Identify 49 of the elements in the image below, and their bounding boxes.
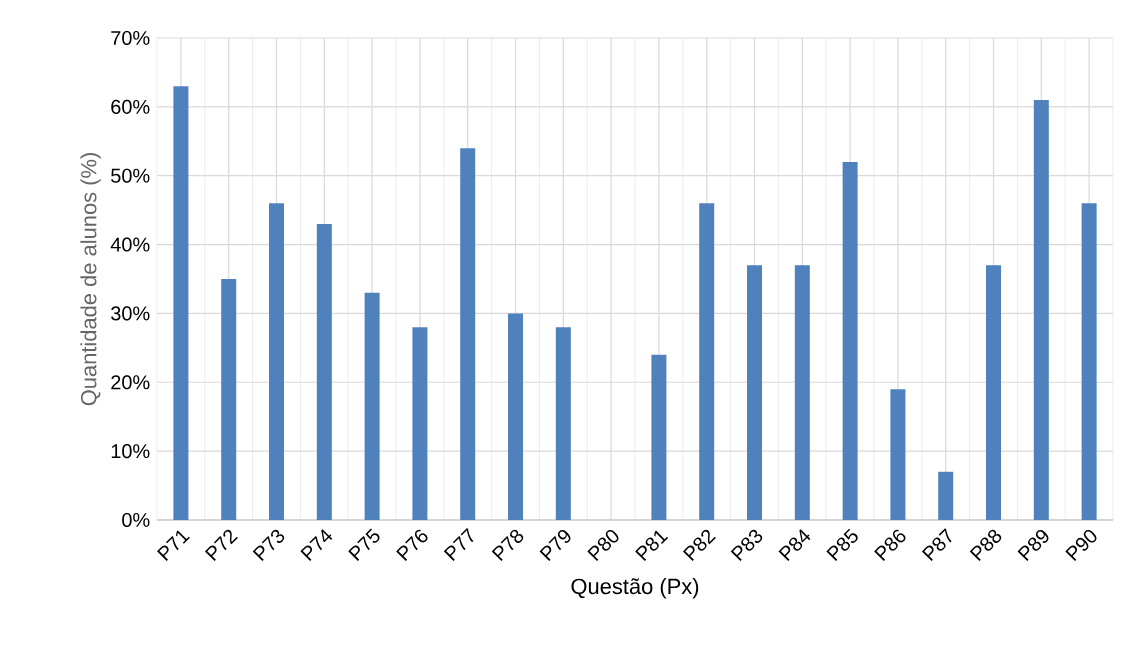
bar <box>794 265 810 520</box>
bar <box>890 389 906 520</box>
y-tick-label: 40% <box>110 237 150 252</box>
y-tick-label: 20% <box>111 375 150 390</box>
bar <box>221 278 237 520</box>
x-tick-label: P84 <box>778 529 811 562</box>
x-tick-label: P89 <box>1017 529 1049 562</box>
bar <box>986 265 1002 520</box>
x-tick-label: P81 <box>635 530 669 562</box>
x-tick-label: P77 <box>443 528 474 561</box>
bar <box>173 86 189 520</box>
bar <box>842 161 858 520</box>
bar <box>555 327 571 520</box>
x-tick-label: P80 <box>587 529 619 562</box>
y-tick-label: 30% <box>111 306 150 321</box>
bar <box>1033 99 1049 520</box>
bar <box>508 313 524 520</box>
y-tick-label: 70% <box>111 30 150 46</box>
x-tick-label: P88 <box>969 529 1002 562</box>
x-axis-title: Questão (Px) <box>571 578 699 599</box>
x-tick-label: P86 <box>874 529 906 562</box>
y-tick-label: 0% <box>122 512 150 528</box>
bar <box>938 471 954 520</box>
y-axis-title: Quantidade de alunos (%) <box>80 153 101 406</box>
x-tick-label: P87 <box>921 528 952 562</box>
bar <box>460 148 476 520</box>
bar <box>1081 203 1097 520</box>
x-tick-label: P72 <box>204 529 238 562</box>
bar <box>316 223 332 520</box>
y-tick-label: 60% <box>111 99 150 114</box>
bar <box>364 292 380 520</box>
x-tick-label: P71 <box>157 530 190 561</box>
bar <box>699 203 715 520</box>
x-tick-label: P76 <box>396 529 428 562</box>
bar <box>747 265 763 520</box>
y-tick-label: 50% <box>111 168 150 183</box>
y-tick-label: 10% <box>111 444 150 459</box>
x-tick-label: P79 <box>539 529 571 562</box>
x-tick-label: P74 <box>300 529 333 561</box>
x-tick-label: P82 <box>682 529 716 562</box>
x-tick-label: P73 <box>252 529 285 562</box>
x-tick-label: P75 <box>348 528 380 561</box>
bar <box>412 327 428 520</box>
bar <box>651 354 667 520</box>
x-tick-label: P85 <box>826 528 858 562</box>
x-tick-label: P90 <box>1065 529 1097 562</box>
x-tick-label: P78 <box>491 529 524 562</box>
bar <box>269 203 285 520</box>
x-tick-label: P83 <box>730 529 763 562</box>
